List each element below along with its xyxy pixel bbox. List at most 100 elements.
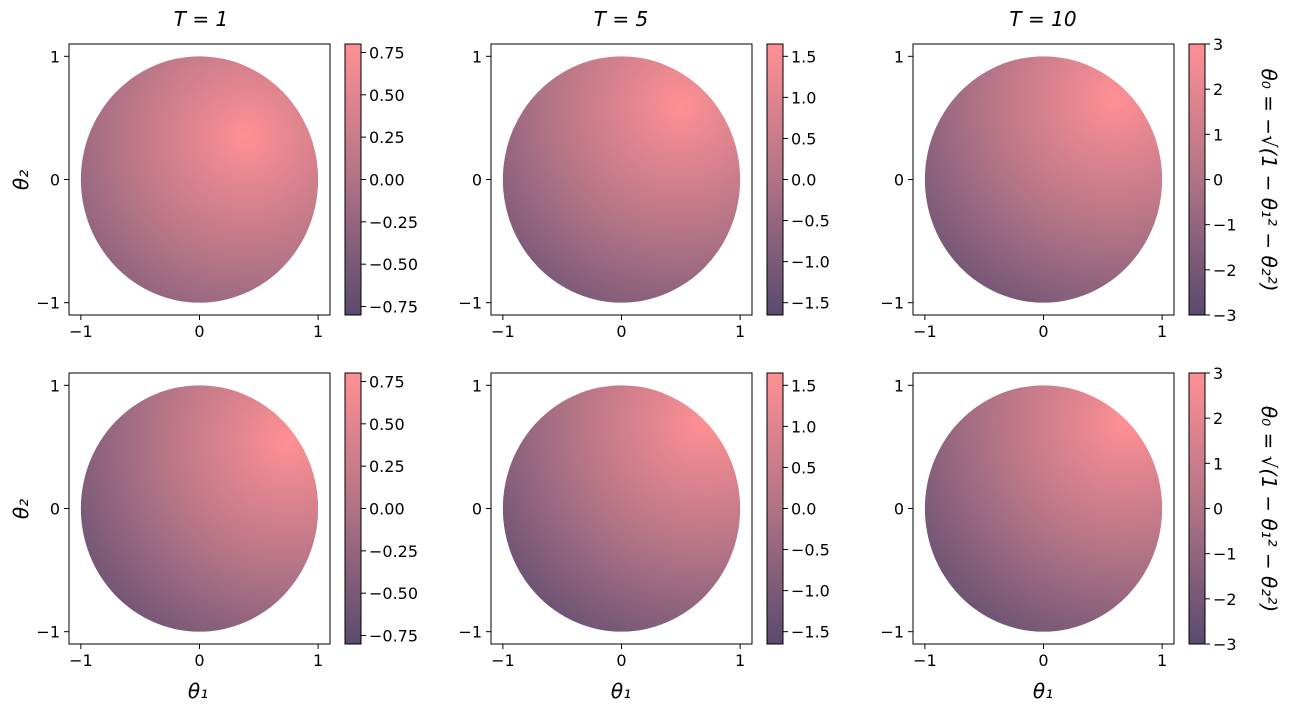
colorbar-tick-label: −0.5 <box>791 212 830 231</box>
x-tick-label: 1 <box>735 322 745 341</box>
row-label-1: θ₀ = √(1 − θ₁² − θ₂²) <box>1257 406 1281 612</box>
y-tick-label: 1 <box>894 47 904 66</box>
x-tick-label: −1 <box>491 322 515 341</box>
colorbar-tick-label: −3 <box>1213 306 1237 325</box>
colorbar-tick-label: −1 <box>1213 545 1237 564</box>
colorbar-tick-label: −2 <box>1213 590 1237 609</box>
y-tick-label: −1 <box>458 294 482 313</box>
y-tick-label: −1 <box>880 294 904 313</box>
xlabel-col-1: θ₁ <box>611 679 631 703</box>
colorbar <box>766 43 784 316</box>
colorbar-tick-label: 0.25 <box>369 128 405 147</box>
y-tick-label: 0 <box>50 171 60 190</box>
colorbar-tick-label: 0.75 <box>369 372 405 391</box>
y-tick-label: 1 <box>894 376 904 395</box>
colorbar-tick-label: −1.5 <box>791 294 830 313</box>
panel-r0-c2: −1 0 1 1 0 −1 3 2 1 0 −1 −2 −3 <box>880 35 1236 341</box>
colorbar <box>766 372 784 645</box>
colorbar <box>1188 372 1206 645</box>
colorbar-tick-label: −0.25 <box>369 213 418 232</box>
x-tick-label: 0 <box>194 322 204 341</box>
y-tick-label: 1 <box>50 376 60 395</box>
column-title-t1: T = 1 <box>174 7 228 31</box>
x-tick-label: 0 <box>1038 322 1048 341</box>
colorbar-tick-label: 1.0 <box>791 88 816 107</box>
heatmap-disk <box>80 385 319 632</box>
column-title-t5: T = 5 <box>594 7 648 31</box>
colorbar-tick-label: 1.0 <box>791 417 816 436</box>
colorbar-tick-label: 0.75 <box>369 43 405 62</box>
x-tick-label: −1 <box>69 651 93 670</box>
colorbar-tick-label: 1 <box>1213 125 1223 144</box>
panel-r1-c2: −1 0 1 1 0 −1 3 2 1 0 −1 −2 −3 <box>880 364 1236 670</box>
x-tick-label: 1 <box>313 651 323 670</box>
panel-r1-c0: −1 0 1 1 0 −1 0.75 0.50 0.25 0.00 −0.25 −0.50 −0.75 <box>36 372 418 670</box>
x-tick-label: 0 <box>194 651 204 670</box>
colorbar-tick-label: 0.5 <box>791 458 816 477</box>
y-tick-label: 0 <box>50 500 60 519</box>
x-tick-label: 0 <box>1038 651 1048 670</box>
colorbar <box>1188 43 1206 316</box>
colorbar <box>344 43 362 316</box>
colorbar-tick-label: 2 <box>1213 80 1223 99</box>
x-tick-label: −1 <box>69 322 93 341</box>
column-title-t10: T = 10 <box>1009 7 1076 31</box>
colorbar-tick-label: −0.75 <box>369 627 418 646</box>
x-tick-label: −1 <box>913 651 937 670</box>
colorbar-tick-label: −1.0 <box>791 582 830 601</box>
x-tick-label: 1 <box>313 322 323 341</box>
colorbar-tick-label: −0.5 <box>791 541 830 560</box>
colorbar-tick-label: −2 <box>1213 261 1237 280</box>
colorbar-tick-label: 0 <box>1213 500 1223 519</box>
x-tick-label: 1 <box>1157 322 1167 341</box>
y-tick-label: −1 <box>36 623 60 642</box>
colorbar-tick-label: 0.00 <box>369 171 405 190</box>
colorbar-tick-label: 1.5 <box>791 376 816 395</box>
x-tick-label: 1 <box>735 651 745 670</box>
row-label-0: θ₀ = −√(1 − θ₁² − θ₂²) <box>1257 68 1281 291</box>
x-tick-label: −1 <box>491 651 515 670</box>
colorbar-tick-label: 0.50 <box>369 86 405 105</box>
y-tick-label: 0 <box>894 171 904 190</box>
y-tick-label: 0 <box>472 500 482 519</box>
heatmap-disk <box>924 385 1163 632</box>
colorbar-tick-label: −1.0 <box>791 253 830 272</box>
heatmap-disk <box>80 56 319 303</box>
colorbar-tick-label: 0.0 <box>791 500 816 519</box>
colorbar-tick-label: −1.5 <box>791 623 830 642</box>
y-tick-label: −1 <box>880 623 904 642</box>
heatmap-disk <box>502 56 741 303</box>
colorbar-tick-label: 0.0 <box>791 171 816 190</box>
colorbar-tick-label: 0.50 <box>369 415 405 434</box>
panel-r1-c1: −1 0 1 1 0 −1 1.5 1.0 0.5 0.0 −0.5 −1.0 −1.5 <box>458 372 830 670</box>
heatmap-disk <box>924 56 1163 303</box>
y-tick-label: −1 <box>458 623 482 642</box>
colorbar-tick-label: −0.50 <box>369 584 418 603</box>
colorbar-tick-label: 3 <box>1213 35 1223 54</box>
colorbar-tick-label: 0.25 <box>369 457 405 476</box>
xlabel-col-2: θ₁ <box>1033 679 1053 703</box>
y-tick-label: −1 <box>36 294 60 313</box>
colorbar-tick-label: 0.5 <box>791 129 816 148</box>
y-tick-label: 1 <box>50 47 60 66</box>
panel-r0-c0: −1 0 1 1 0 −1 0.75 0.50 0.25 0.00 −0.25 −0.50 −0.75 <box>36 43 418 341</box>
colorbar-tick-label: 0.00 <box>369 500 405 519</box>
colorbar-tick-label: 0 <box>1213 171 1223 190</box>
y-tick-label: 0 <box>472 171 482 190</box>
colorbar-tick-label: −3 <box>1213 635 1237 654</box>
heatmap-disk <box>502 385 741 632</box>
x-tick-label: 0 <box>616 322 626 341</box>
colorbar-tick-label: −1 <box>1213 216 1237 235</box>
y-tick-label: 1 <box>472 376 482 395</box>
panel-r0-c1: −1 0 1 1 0 −1 1.5 1.0 0.5 0.0 −0.5 −1.0 −1.5 <box>458 43 830 341</box>
x-tick-label: 1 <box>1157 651 1167 670</box>
colorbar-tick-label: 3 <box>1213 364 1223 383</box>
x-tick-label: −1 <box>913 322 937 341</box>
y-tick-label: 0 <box>894 500 904 519</box>
colorbar-tick-label: 1 <box>1213 454 1223 473</box>
ylabel-row-1: θ₂ <box>9 499 33 519</box>
ylabel-row-0: θ₂ <box>9 170 33 190</box>
colorbar-tick-label: −0.50 <box>369 255 418 274</box>
x-tick-label: 0 <box>616 651 626 670</box>
